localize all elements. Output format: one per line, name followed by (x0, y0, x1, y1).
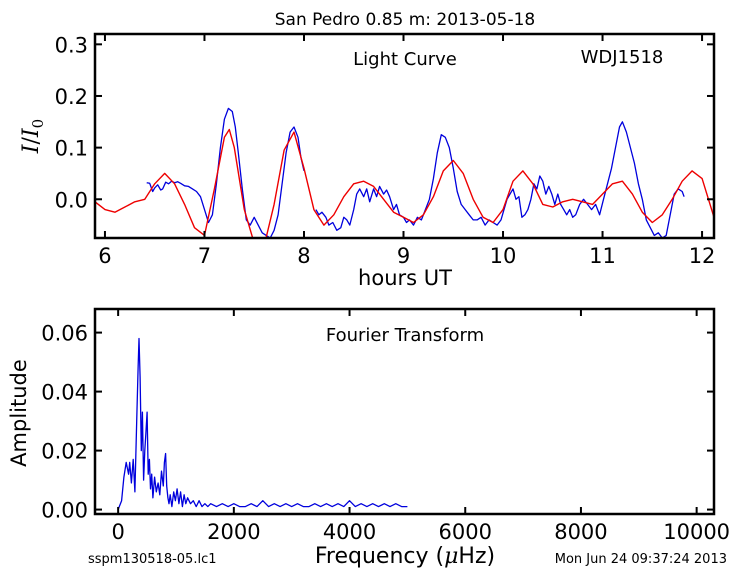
ylabel-numerator: I (19, 143, 44, 154)
fourier-xtick-label: 6000 (439, 520, 492, 544)
light-curve-ytick-label: 0.1 (55, 137, 88, 161)
footer-timestamp: Mon Jun 24 09:37:24 2013 (555, 552, 727, 567)
fourier-lines (117, 337, 408, 510)
light-curve-data-line-2 (315, 121, 685, 238)
light-curve-xtick-label: 6 (98, 244, 111, 268)
svg-text:I/I0: I/I0 (19, 119, 47, 154)
fourier-frame (93, 307, 716, 516)
fourier-xlabel: Frequency (μHz) (315, 544, 495, 569)
light-curve-ytick-label: 0.2 (55, 85, 88, 109)
light-curve-ytick-label: 0.3 (55, 33, 88, 57)
ylabel-denominator: I (19, 127, 44, 138)
ylabel-slash: / (19, 136, 44, 144)
light-curve-xtick-label: 9 (397, 244, 410, 268)
target-label: WDJ1518 (581, 47, 664, 68)
footer-filename: sspm130518-05.lc1 (88, 552, 216, 567)
light-curve-title: Light Curve (353, 49, 457, 70)
light-curve-ylabel: I/I0 (19, 119, 47, 154)
fourier-ticks: 0 2000 4000 6000 8000 10000 0.00 0.02 0.04 0.06 (41, 309, 730, 544)
fourier-data-line-0 (117, 337, 408, 510)
figure-suptitle: San Pedro 0.85 m: 2013-05-18 (275, 10, 535, 30)
light-curve-xtick-label: 11 (589, 244, 616, 268)
fourier-xlabel-unit: Hz) (458, 544, 495, 569)
light-curve-lines (95, 107, 714, 238)
fourier-ylabel: Amplitude (7, 359, 31, 467)
fourier-ytick-label: 0.00 (41, 499, 88, 523)
fourier-xtick-label: 2000 (207, 520, 260, 544)
light-curve-frame (93, 32, 716, 240)
fourier-xtick-label: 0 (111, 520, 124, 544)
light-curve-panel: 6 7 8 9 10 11 12 0.0 0.1 0.2 0.3 Light Curve WDJ15… (19, 32, 716, 290)
fourier-xlabel-text: Frequency ( (315, 544, 444, 569)
light-curve-ytick-label: 0.0 (55, 188, 88, 212)
fourier-xtick-label: 8000 (554, 520, 607, 544)
fourier-title: Fourier Transform (326, 325, 484, 346)
fourier-xtick-label: 4000 (323, 520, 376, 544)
ylabel-subscript: 0 (29, 119, 47, 129)
fourier-ytick-label: 0.02 (41, 440, 88, 464)
light-curve-model-line-0 (95, 128, 714, 238)
fourier-xlabel-mu: μ (444, 544, 458, 569)
light-curve-xtick-label: 10 (490, 244, 517, 268)
light-curve-xtick-label: 12 (689, 244, 716, 268)
fourier-ytick-label: 0.04 (41, 381, 88, 405)
fourier-xtick-label: 10000 (663, 520, 730, 544)
light-curve-data-line-1 (146, 107, 305, 238)
light-curve-xtick-label: 7 (198, 244, 211, 268)
light-curve-ticks: 6 7 8 9 10 11 12 0.0 0.1 0.2 0.3 (55, 33, 716, 268)
fourier-ytick-label: 0.06 (41, 322, 88, 346)
light-curve-xlabel: hours UT (358, 266, 452, 290)
light-curve-xtick-label: 8 (297, 244, 310, 268)
fourier-panel: 0 2000 4000 6000 8000 10000 0.00 0.02 0.04 0.06 F… (7, 307, 730, 569)
